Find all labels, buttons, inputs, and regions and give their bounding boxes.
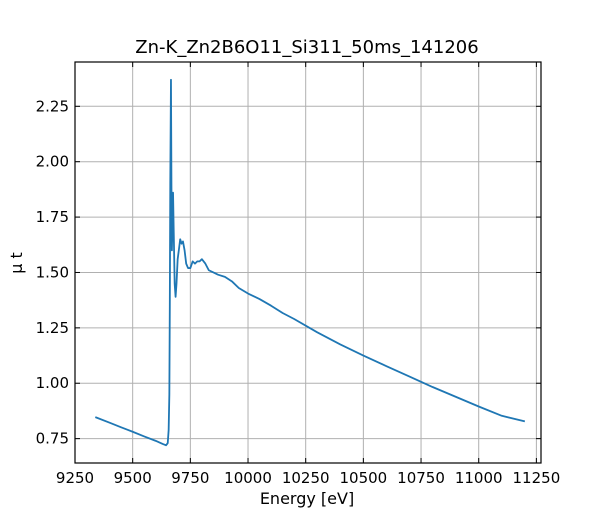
x-tick-label: 10750 (397, 469, 445, 487)
y-tick-label: 1.50 (36, 263, 69, 281)
x-tick-label: 10500 (340, 469, 388, 487)
y-axis-label: μ t (7, 252, 26, 274)
y-tick-label: 2.00 (36, 153, 69, 171)
x-tick-label: 10000 (224, 469, 272, 487)
grid (74, 62, 541, 463)
chart-title: Zn-K_Zn2B6O11_Si311_50ms_141206 (135, 37, 478, 58)
x-tick-label: 11250 (513, 469, 561, 487)
series-line (94, 78, 526, 447)
tick-labels: 9250 9500 9750 10000 10250 10500 10750 11000 112… (36, 97, 561, 487)
x-tick-label: 9250 (56, 469, 94, 487)
y-tick-label: 1.00 (36, 374, 69, 392)
x-tick-label: 10250 (282, 469, 330, 487)
y-tick-label: 1.75 (36, 208, 69, 226)
y-tick-label: 2.25 (36, 97, 69, 115)
x-tick-label: 11000 (455, 469, 503, 487)
x-tick-label: 9500 (114, 469, 152, 487)
x-tick-label: 9750 (171, 469, 209, 487)
x-axis-label: Energy [eV] (260, 489, 354, 508)
y-tick-label: 1.25 (36, 319, 69, 337)
y-tick-label: 0.75 (36, 430, 69, 448)
plot-frame (74, 61, 542, 464)
